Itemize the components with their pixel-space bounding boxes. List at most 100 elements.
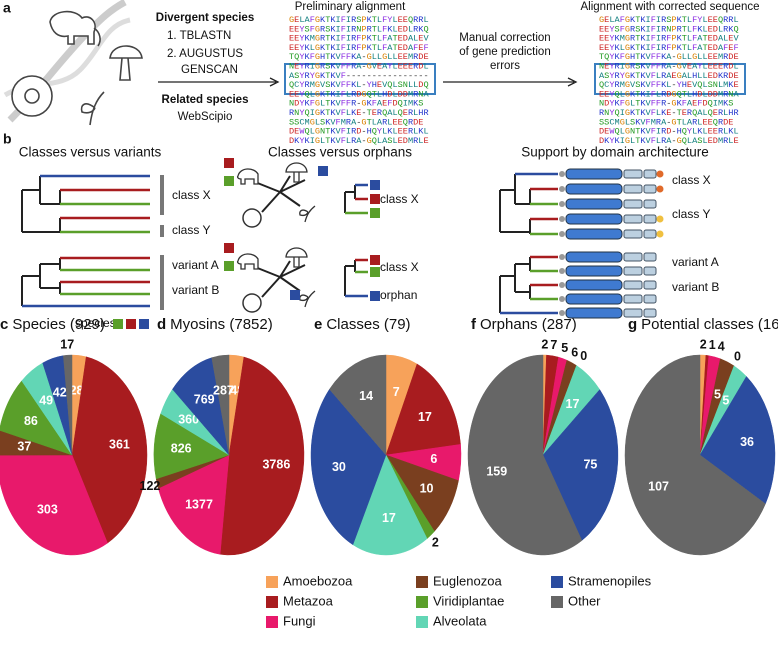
residue: L bbox=[346, 90, 351, 100]
organism-icons bbox=[3, 0, 143, 126]
residue: K bbox=[351, 52, 357, 62]
residue: F bbox=[697, 99, 702, 109]
residue: A bbox=[733, 90, 739, 100]
residue: T bbox=[677, 118, 682, 128]
residue: R bbox=[661, 127, 666, 137]
domain-head bbox=[559, 296, 565, 302]
residue: F bbox=[423, 43, 428, 53]
residue: S bbox=[294, 71, 299, 81]
alignment-row: SSCMGLSKVFMRA-GTLARLEEQRDE bbox=[289, 118, 423, 128]
residue: G bbox=[315, 62, 320, 72]
tree-branch bbox=[499, 174, 531, 234]
residue: E bbox=[398, 43, 403, 53]
residue: P bbox=[361, 25, 366, 35]
residue: R bbox=[728, 15, 733, 25]
residue: T bbox=[372, 34, 377, 44]
residue: K bbox=[351, 108, 357, 118]
value-label: 17 bbox=[382, 511, 396, 525]
residue: N bbox=[599, 99, 604, 109]
residue: K bbox=[367, 15, 373, 25]
subpanel-title: Classes versus variants bbox=[19, 145, 162, 160]
residue: Y bbox=[299, 108, 304, 118]
domain-head bbox=[559, 171, 565, 177]
residue: L bbox=[372, 52, 377, 62]
residue: A bbox=[351, 118, 357, 128]
residue: D bbox=[728, 62, 733, 72]
residue: L bbox=[392, 80, 397, 90]
residue: K bbox=[387, 25, 393, 35]
residue: L bbox=[697, 118, 702, 128]
residue: - bbox=[671, 136, 676, 146]
residue: F bbox=[656, 80, 661, 90]
residue: K bbox=[640, 62, 646, 72]
residue: A bbox=[718, 43, 724, 53]
residue: Q bbox=[408, 15, 413, 25]
residue: S bbox=[604, 118, 609, 128]
residue: R bbox=[661, 90, 666, 100]
residue: M bbox=[408, 52, 413, 62]
residue: E bbox=[382, 99, 387, 109]
residue: I bbox=[336, 15, 341, 25]
residue: E bbox=[408, 62, 413, 72]
residue: - bbox=[418, 71, 423, 81]
residue: Y bbox=[609, 71, 614, 81]
residue: L bbox=[310, 90, 315, 100]
residue: A bbox=[599, 71, 605, 81]
residue: N bbox=[666, 25, 671, 35]
residue: F bbox=[651, 43, 656, 53]
residue: V bbox=[646, 80, 652, 90]
extra-domain bbox=[656, 230, 664, 238]
residue: E bbox=[423, 52, 428, 62]
title-space: Species (929) bbox=[12, 316, 105, 333]
residue: F bbox=[341, 127, 346, 137]
residue: L bbox=[687, 52, 692, 62]
alignment-row: EEYKMGRTKIFIRFPKTLFATEDALEV bbox=[289, 34, 429, 44]
correction-text: Manual correction bbox=[459, 32, 550, 44]
residue: Q bbox=[382, 108, 387, 118]
residue: F bbox=[651, 52, 656, 62]
residue: H bbox=[630, 52, 635, 62]
residue: Y bbox=[299, 25, 304, 35]
residue: K bbox=[615, 34, 621, 44]
residue: R bbox=[661, 99, 666, 109]
residue: L bbox=[702, 90, 707, 100]
residue: I bbox=[620, 62, 625, 72]
residue: S bbox=[604, 71, 609, 81]
residue: L bbox=[413, 80, 418, 90]
residue: D bbox=[666, 90, 671, 100]
residue: K bbox=[418, 127, 424, 137]
residue: Y bbox=[367, 80, 372, 90]
residue: A bbox=[666, 136, 672, 146]
alignment-row: NEYRIGRSKVFFRA-GVEAYLEEERDL bbox=[599, 62, 739, 72]
residue: G bbox=[367, 136, 372, 146]
residue: I bbox=[310, 136, 315, 146]
residue: - bbox=[377, 71, 382, 81]
residue: F bbox=[651, 15, 656, 25]
residue: V bbox=[382, 80, 388, 90]
residue: A bbox=[661, 118, 667, 128]
residue: H bbox=[372, 80, 377, 90]
residue: V bbox=[646, 108, 652, 118]
residue: Q bbox=[682, 136, 687, 146]
residue: E bbox=[708, 15, 713, 25]
alignment-title: Preliminary alignment bbox=[295, 1, 406, 13]
residue: K bbox=[615, 136, 621, 146]
residue: D bbox=[356, 127, 361, 137]
residue: Q bbox=[718, 15, 723, 25]
residue: R bbox=[661, 43, 666, 53]
residue: F bbox=[651, 90, 656, 100]
residue: R bbox=[377, 108, 382, 118]
panel-label: f bbox=[471, 316, 477, 333]
residue: P bbox=[671, 34, 676, 44]
residue: R bbox=[413, 62, 418, 72]
tail-domain bbox=[623, 294, 643, 304]
residue: Q bbox=[294, 52, 299, 62]
residue: A bbox=[387, 108, 393, 118]
cell-icon bbox=[242, 208, 262, 228]
tail-domain bbox=[623, 308, 643, 318]
residue: L bbox=[687, 43, 692, 53]
residue: E bbox=[418, 43, 423, 53]
residue: F bbox=[341, 52, 346, 62]
residue: Y bbox=[609, 108, 614, 118]
residue: E bbox=[733, 52, 738, 62]
